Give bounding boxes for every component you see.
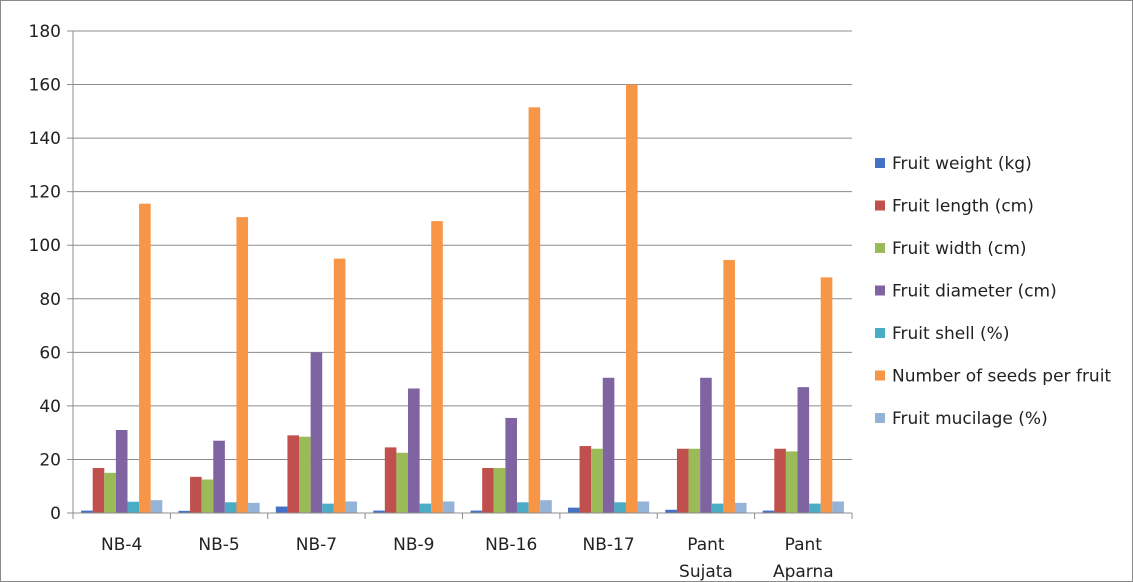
bar-7-2 xyxy=(676,448,689,513)
x-tick-label: NB-7 xyxy=(296,535,337,555)
bar-3-7 xyxy=(345,501,358,513)
legend-label: Fruit diameter (cm) xyxy=(892,282,1057,302)
bar-5-6 xyxy=(528,107,541,514)
bar-8-1 xyxy=(762,510,775,513)
x-tick-label: Sujata xyxy=(679,562,733,581)
legend-swatch xyxy=(875,328,885,338)
bar-6-4 xyxy=(602,377,615,513)
bar-7-1 xyxy=(665,509,677,513)
legend-label: Fruit shell (%) xyxy=(892,324,1009,344)
legend-label: Fruit mucilage (%) xyxy=(892,409,1048,429)
legend-swatch xyxy=(875,370,885,381)
legend-label: Fruit width (cm) xyxy=(892,239,1027,259)
bar-6-5 xyxy=(614,502,626,513)
x-tick-label: NB-5 xyxy=(198,535,239,555)
bar-1-7 xyxy=(150,500,163,513)
bar-8-3 xyxy=(785,451,798,513)
legend-swatch xyxy=(875,158,885,168)
x-tick-label: Aparna xyxy=(773,562,834,581)
y-tick-label: 20 xyxy=(39,450,61,470)
bar-2-1 xyxy=(178,510,191,513)
y-tick-label: 180 xyxy=(29,22,61,42)
bar-3-1 xyxy=(275,506,288,513)
x-tick-label: Pant xyxy=(785,535,823,555)
legend-swatch xyxy=(875,200,885,211)
bar-1-6 xyxy=(139,203,151,513)
bar-4-1 xyxy=(373,510,385,513)
bar-4-5 xyxy=(419,503,432,513)
bar-7-7 xyxy=(734,502,747,513)
bar-5-2 xyxy=(482,468,494,513)
gridlines xyxy=(73,30,852,460)
legend-swatch xyxy=(875,243,885,253)
bar-4-7 xyxy=(442,501,455,513)
bar-1-1 xyxy=(81,510,93,513)
bar-1-5 xyxy=(127,501,140,513)
bar-2-2 xyxy=(190,476,202,513)
legend-label: Fruit length (cm) xyxy=(892,197,1034,217)
bar-8-5 xyxy=(809,503,821,513)
bar-6-6 xyxy=(625,84,638,514)
bar-5-5 xyxy=(516,502,529,513)
bar-2-4 xyxy=(213,440,225,513)
bar-8-6 xyxy=(820,277,833,513)
bar-7-5 xyxy=(711,503,724,513)
x-tick-label: NB-9 xyxy=(393,535,434,555)
bar-3-4 xyxy=(310,352,323,513)
axes: 0 20 40 60 80 100 120 140 160 180 NB-4 NB-5 NB-7 NB-9… xyxy=(29,22,853,581)
bar-6-2 xyxy=(579,446,592,513)
y-tick-label: 0 xyxy=(50,504,61,524)
bar-1-3 xyxy=(104,472,116,513)
bar-2-6 xyxy=(236,217,249,513)
bar-4-2 xyxy=(384,447,397,513)
bar-6-7 xyxy=(637,501,650,513)
legend: Fruit weight (kg) Fruit length (cm) Fruit … xyxy=(875,154,1111,429)
bar-3-2 xyxy=(287,435,300,513)
bar-6-3 xyxy=(591,448,603,513)
bar-4-6 xyxy=(431,221,443,513)
bar-3-6 xyxy=(333,258,346,513)
legend-swatch xyxy=(875,413,885,423)
bars xyxy=(81,84,844,514)
y-tick-label: 60 xyxy=(39,343,61,363)
y-tick-label: 80 xyxy=(39,290,61,310)
bar-5-4 xyxy=(505,417,517,513)
bar-5-1 xyxy=(470,510,483,513)
bar-4-4 xyxy=(408,388,420,513)
bar-8-2 xyxy=(774,448,786,513)
y-tick-label: 120 xyxy=(29,183,61,203)
y-tick-label: 140 xyxy=(29,129,61,149)
x-tick-label: NB-17 xyxy=(582,535,634,555)
legend-swatch xyxy=(875,285,885,296)
bar-7-6 xyxy=(723,259,735,513)
y-tick-label: 100 xyxy=(29,236,61,256)
bar-7-4 xyxy=(700,377,712,513)
bar-7-3 xyxy=(688,448,701,513)
bar-8-7 xyxy=(832,501,844,513)
bar-1-2 xyxy=(92,468,105,513)
legend-label: Fruit weight (kg) xyxy=(892,154,1032,174)
bar-3-5 xyxy=(322,503,334,513)
bar-1-4 xyxy=(115,429,128,513)
bar-2-7 xyxy=(248,502,260,513)
x-tick-label: NB-4 xyxy=(101,535,142,555)
legend-label: Number of seeds per fruit xyxy=(892,367,1111,387)
y-tick-label: 160 xyxy=(29,76,61,96)
x-tick-label: Pant xyxy=(687,535,725,555)
bar-5-7 xyxy=(540,500,552,513)
bar-6-1 xyxy=(567,507,580,513)
bar-2-5 xyxy=(224,502,237,513)
y-tick-label: 40 xyxy=(39,397,61,417)
bar-8-4 xyxy=(797,387,810,513)
bar-5-3 xyxy=(493,468,506,513)
bar-2-3 xyxy=(201,479,214,513)
bar-4-3 xyxy=(396,452,409,513)
x-tick-label: NB-16 xyxy=(485,535,537,555)
bar-3-3 xyxy=(299,436,311,513)
